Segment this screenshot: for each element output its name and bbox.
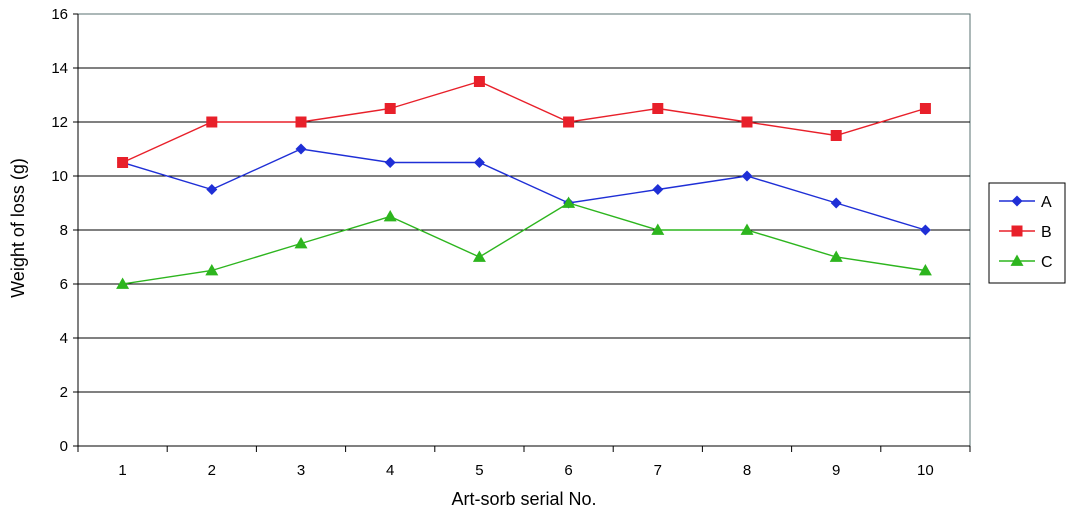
y-tick-label: 0: [60, 438, 68, 455]
data-point-a: [652, 184, 664, 195]
x-tick-label: 3: [297, 462, 305, 479]
legend-label-c: C: [1041, 254, 1053, 271]
legend-label-b: B: [1041, 224, 1052, 241]
series-line-c: [122, 202, 926, 285]
x-tick-label: 1: [118, 462, 126, 479]
y-tick-label: 2: [60, 384, 68, 401]
data-point-c: [205, 264, 219, 276]
x-tick-label: 9: [832, 462, 840, 479]
data-point-b: [741, 116, 753, 128]
y-tick-label: 16: [51, 6, 68, 23]
data-point-c: [383, 210, 397, 222]
series-c: [116, 196, 932, 289]
data-point-b: [473, 76, 485, 87]
y-tick-label: 8: [60, 222, 68, 239]
legend-marker-b: [1011, 225, 1023, 237]
x-tick-label: 8: [743, 462, 751, 479]
x-tick-label: 6: [564, 462, 572, 479]
data-point-b: [117, 157, 129, 168]
data-point-a: [919, 224, 931, 236]
y-axis-title: Weight of loss (g): [8, 158, 28, 298]
data-point-a: [473, 157, 485, 168]
data-point-c: [918, 264, 932, 276]
series-line-a: [122, 148, 926, 231]
x-axis-title: Art-sorb serial No.: [451, 489, 596, 509]
y-tick-label: 12: [51, 114, 68, 131]
data-point-b: [652, 103, 664, 114]
x-tick-label: 4: [386, 462, 394, 479]
legend: ABC: [988, 182, 1066, 284]
data-point-c: [651, 223, 665, 235]
data-point-b: [384, 103, 396, 114]
y-tick-label: 6: [60, 276, 68, 293]
legend-label-a: A: [1041, 194, 1052, 211]
legend-box: [988, 182, 1066, 284]
data-point-c: [562, 196, 576, 208]
legend-marker-a: [1011, 195, 1023, 207]
x-tick-label: 10: [917, 462, 934, 479]
x-tick-label: 7: [654, 462, 662, 479]
x-tick-label: 5: [475, 462, 483, 479]
plot-area: [77, 13, 971, 447]
data-point-a: [830, 197, 842, 209]
data-point-a: [741, 170, 753, 182]
y-tick-label: 10: [51, 168, 68, 185]
series-group: [116, 76, 932, 289]
series-b: [117, 76, 931, 168]
data-point-b: [295, 116, 307, 128]
series-line-b: [122, 80, 926, 164]
data-point-c: [740, 223, 754, 235]
data-point-c: [472, 250, 486, 262]
data-point-b: [206, 116, 218, 128]
data-point-b: [830, 130, 842, 141]
x-tick-label: 2: [208, 462, 216, 479]
data-point-c: [829, 250, 843, 262]
data-point-a: [206, 184, 218, 195]
data-point-b: [919, 103, 931, 114]
legend-marker-c: [1010, 254, 1024, 266]
data-point-a: [384, 157, 396, 168]
data-point-a: [295, 143, 307, 155]
y-tick-label: 14: [51, 60, 68, 77]
data-point-b: [563, 116, 575, 128]
y-tick-label: 4: [60, 330, 68, 347]
data-point-c: [294, 237, 308, 249]
data-point-c: [116, 277, 130, 289]
